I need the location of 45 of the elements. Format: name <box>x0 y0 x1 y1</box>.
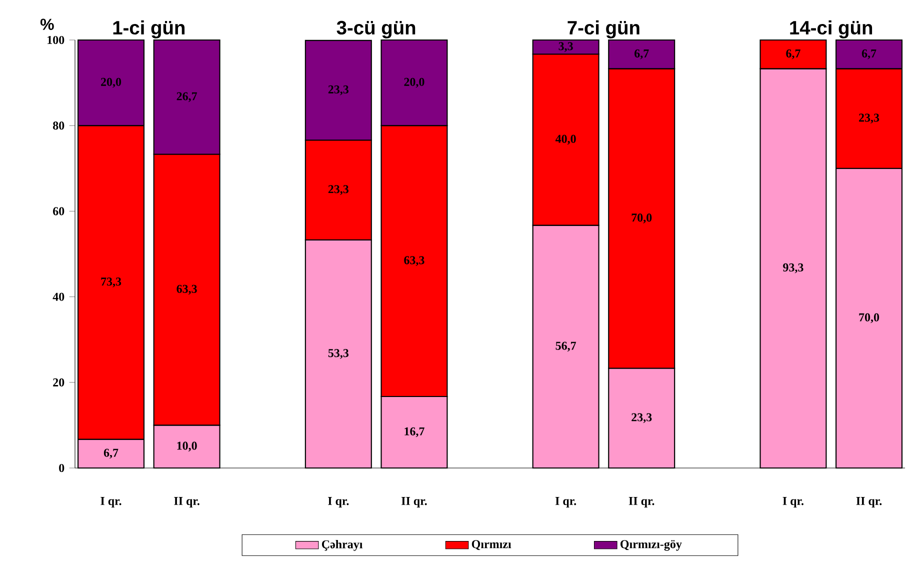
data-label: 16,7 <box>404 427 424 438</box>
data-label: 73,3 <box>101 278 122 288</box>
y-tick-label: 20 <box>53 378 64 386</box>
data-label: 6,7 <box>104 448 118 459</box>
data-label: 40,0 <box>555 134 576 145</box>
data-label: 93,3 <box>783 263 804 274</box>
data-label: 6,7 <box>634 49 649 60</box>
data-label: 20,0 <box>404 78 424 88</box>
data-label: 23,3 <box>632 413 652 424</box>
x-tick-label: I qr. <box>328 497 349 508</box>
data-label: 6,7 <box>786 49 800 60</box>
data-label: 56,7 <box>556 342 576 352</box>
x-tick-label: II qr. <box>174 497 200 508</box>
x-tick-label: II qr. <box>628 497 654 508</box>
x-tick-label: II qr. <box>401 497 427 508</box>
text: 7-ci gün <box>568 20 640 38</box>
text: 1-ci gün <box>113 20 185 38</box>
data-label: 63,3 <box>176 284 197 295</box>
legend-label: Çəhrayı <box>322 540 363 551</box>
y-tick-label: 0 <box>59 464 64 472</box>
data-label: 70,0 <box>859 313 880 324</box>
x-tick-label: II qr. <box>856 497 882 508</box>
x-tick-label: I qr. <box>100 497 122 508</box>
legend-label: Qırmızı-göy <box>620 540 682 551</box>
data-label: 23,3 <box>328 185 348 195</box>
data-label: 23,3 <box>328 85 348 96</box>
y-tick-label: 60 <box>53 207 64 216</box>
data-label: 63,3 <box>404 256 424 266</box>
y-tick-label: 100 <box>48 36 64 44</box>
text: 14-ci gün <box>790 20 872 38</box>
y-tick-label: 40 <box>52 292 64 301</box>
data-label: 23,3 <box>859 114 880 124</box>
y-tick-label: 80 <box>53 122 64 130</box>
data-label: 53,3 <box>328 349 348 359</box>
x-tick-label: I qr. <box>782 497 804 508</box>
legend-label: Qırmızı <box>472 540 512 550</box>
data-label: 26,7 <box>176 92 198 102</box>
y-axis-title: % <box>40 18 54 30</box>
data-label: 6,7 <box>862 49 876 60</box>
data-label: 3,3 <box>558 42 573 52</box>
x-tick-label: I qr. <box>555 497 576 508</box>
data-label: 20,0 <box>101 78 122 88</box>
data-label: 70,0 <box>632 214 652 224</box>
text: 3-cü gün <box>336 20 416 38</box>
data-label: 10,0 <box>177 442 197 452</box>
